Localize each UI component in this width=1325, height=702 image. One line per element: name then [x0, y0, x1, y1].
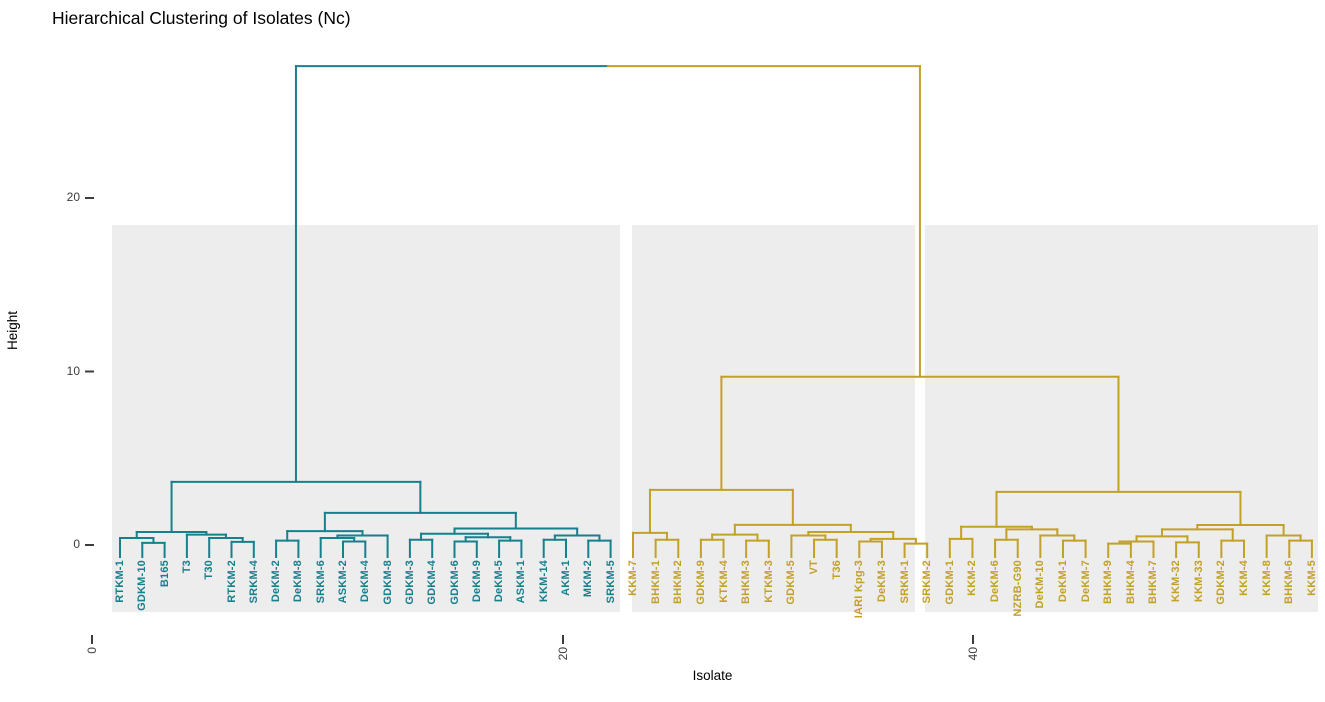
leaf-label: SRKM-4	[247, 560, 260, 604]
leaf-label: KKM-5	[1305, 560, 1318, 596]
leaf-label: BHKM-7	[1147, 560, 1160, 604]
leaf-label: SRKM-5	[604, 560, 617, 604]
leaf-label: AKM-1	[560, 560, 572, 596]
cluster-rect	[925, 225, 1318, 612]
leaf-label: ASKM-1	[515, 560, 528, 604]
leaf-label: GDKM-6	[448, 560, 461, 605]
leaf-label: DeKM-4	[359, 560, 372, 603]
leaf-label: T3	[180, 560, 193, 574]
leaf-label: BHKM-4	[1124, 560, 1137, 604]
leaf-label: GDKM-10	[136, 560, 149, 611]
leaf-label: BHKM-2	[672, 560, 685, 604]
leaf-label: DeKM-7	[1079, 560, 1092, 603]
leaf-label: ASKM-2	[337, 560, 349, 604]
leaf-label: GDKM-8	[381, 560, 394, 605]
y-tick-label: 0	[73, 537, 80, 551]
leaf-label: GDKM-2	[1215, 560, 1228, 605]
leaf-label: DeKM-3	[875, 560, 888, 603]
chart-title: Hierarchical Clustering of Isolates (Nc)	[52, 8, 351, 28]
leaf-label: BHKM-3	[740, 560, 753, 604]
leaf-label: KKM-4	[1238, 560, 1250, 596]
leaf-label: SRKM-6	[314, 560, 327, 604]
leaf-label: VT	[808, 560, 821, 575]
leaf-label: KKM-7	[627, 560, 639, 596]
cluster-rect	[632, 225, 915, 612]
leaf-label: DeKM-2	[270, 560, 283, 603]
y-tick-label: 10	[66, 363, 80, 378]
leaf-label: SRKM-1	[898, 560, 911, 604]
leaf-label: DeKM-8	[292, 560, 305, 603]
y-tick-label: 20	[66, 190, 80, 204]
leaf-label: BHKM-9	[1102, 560, 1115, 604]
leaf-label: DeKM-10	[1034, 560, 1047, 609]
x-tick-label: 0	[85, 647, 99, 654]
leaf-label: SRKM-2	[921, 560, 934, 604]
leaf-label: KKM-32	[1170, 560, 1183, 603]
leaf-label: GDKM-3	[403, 560, 416, 605]
leaf-label: GDKM-4	[426, 560, 439, 605]
leaf-label: RTKM-1	[114, 560, 126, 603]
leaf-label: GDKM-5	[785, 560, 798, 605]
x-tick-label: 20	[556, 647, 570, 661]
leaf-label: DeKM-9	[470, 560, 483, 603]
leaf-label: BHKM-6	[1283, 560, 1296, 604]
leaf-label: DeKM-5	[493, 560, 506, 603]
leaf-label: KKM-14	[537, 560, 550, 603]
leaf-label: DeKM-1	[1056, 560, 1069, 603]
x-axis-title: Isolate	[692, 668, 733, 683]
leaf-label: B165	[158, 560, 171, 588]
leaf-label: MKM-2	[582, 560, 595, 598]
leaf-label: IARI Kpg-3	[853, 560, 866, 619]
leaf-label: DeKM-6	[989, 560, 1002, 603]
leaf-label: NZRB-G90	[1011, 560, 1024, 617]
leaf-label: GDKM-9	[694, 560, 707, 605]
leaf-label: KTKM-4	[717, 560, 730, 603]
leaf-label: BHKM-1	[649, 560, 662, 604]
leaf-label: T36	[830, 560, 843, 580]
leaf-label: KKM-33	[1192, 560, 1205, 603]
leaf-label: KTKM-3	[762, 560, 775, 603]
leaf-label: KKM-2	[966, 560, 979, 596]
leaf-label: RTKM-2	[225, 560, 238, 603]
x-tick-label: 40	[966, 647, 980, 661]
leaf-label: T30	[203, 560, 216, 580]
leaf-label: KKM-8	[1260, 560, 1273, 596]
leaf-label: GDKM-1	[943, 560, 956, 605]
